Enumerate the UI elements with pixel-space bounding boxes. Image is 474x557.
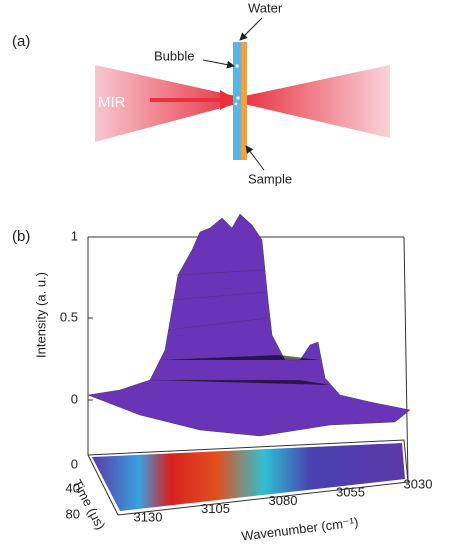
- time-tick-label: 80: [66, 506, 80, 521]
- beam-out: [240, 65, 390, 138]
- time-tick-label: 0: [71, 456, 78, 471]
- water-layer: [233, 42, 241, 160]
- projection-map: [92, 443, 405, 511]
- time-tick-label: 40: [66, 480, 80, 495]
- wavenumber-tick-label: 3130: [134, 509, 163, 524]
- time-ticks: 0 40 80: [66, 456, 80, 521]
- arrow: [245, 145, 265, 171]
- bubble: [236, 96, 240, 100]
- wavenumber-tick-label: 3055: [336, 485, 365, 500]
- wavenumber-tick-label: 3030: [404, 476, 433, 491]
- z-tick-label: 0: [71, 391, 78, 406]
- surface: [87, 213, 411, 437]
- panel-b: (b) Intensity (a. u.) 00.51 Time (μs) 04…: [12, 213, 433, 544]
- bubble: [234, 102, 238, 106]
- sample-label: Sample: [248, 171, 292, 186]
- arrow: [202, 59, 235, 69]
- z-ticks: 00.51: [60, 228, 93, 406]
- wavenumber-ticks: 3130 3105 3080 3055 3030: [134, 476, 433, 524]
- wavenumber-axis-label: Wavenumber (cm⁻¹): [241, 514, 360, 543]
- bubble: [235, 64, 239, 68]
- water-label: Water: [248, 0, 283, 15]
- arrow: [239, 17, 263, 41]
- mir-label: MIR: [98, 94, 126, 111]
- panel-label: (b): [12, 228, 30, 245]
- bubble-label: Bubble: [154, 48, 194, 63]
- panel-a: (a) Water Bubble MIR Sample: [12, 0, 390, 186]
- beam-in: [95, 65, 240, 142]
- surface-mesh: [150, 269, 331, 386]
- sample-layer: [241, 42, 247, 160]
- panel-label: (a): [12, 33, 30, 50]
- wavenumber-tick-label: 3105: [201, 501, 230, 516]
- z-axis-label: Intensity (a. u.): [33, 272, 48, 358]
- beam-arrow-head: [220, 90, 238, 110]
- wavenumber-tick-label: 3080: [269, 493, 298, 508]
- z-tick-label: 1: [71, 228, 78, 243]
- z-tick-label: 0.5: [60, 309, 78, 324]
